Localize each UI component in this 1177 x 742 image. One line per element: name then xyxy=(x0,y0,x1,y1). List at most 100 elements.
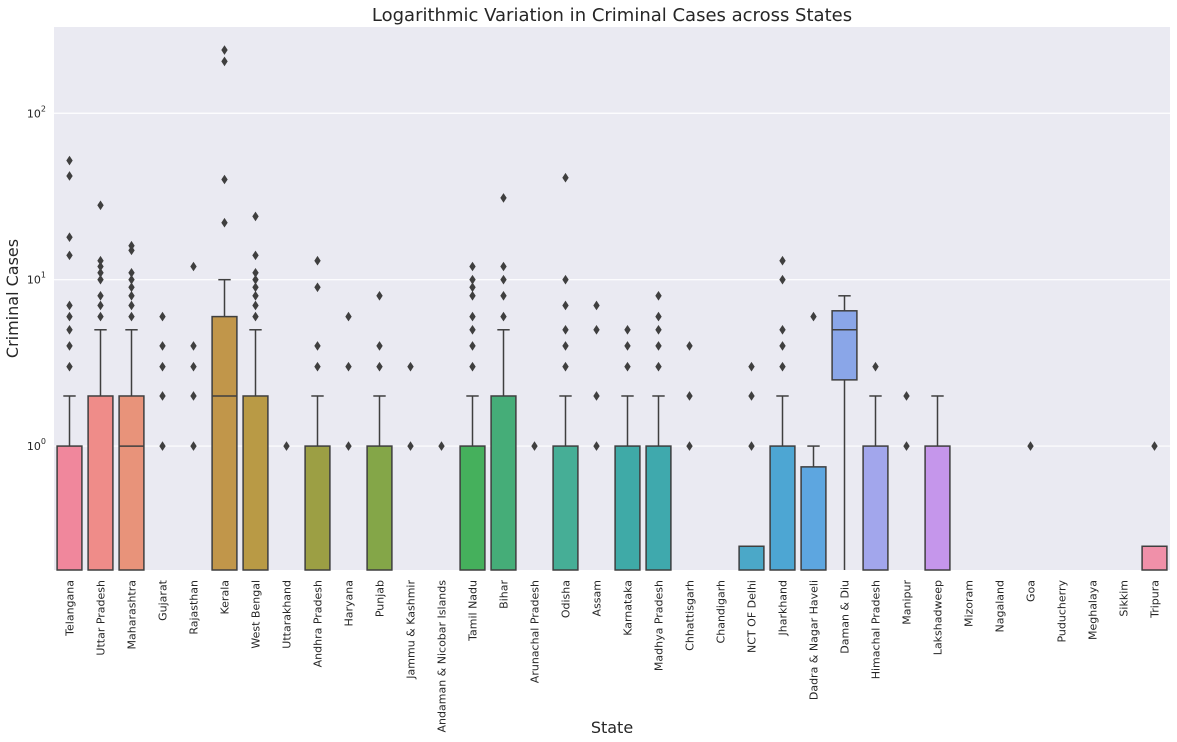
outlier-point xyxy=(314,341,321,351)
outlier-point xyxy=(624,324,631,335)
outlier-point xyxy=(345,361,352,372)
outlier-point xyxy=(655,361,662,372)
x-tick-label: Jharkhand xyxy=(777,580,790,637)
x-tick-label: Karnataka xyxy=(622,580,635,636)
outlier-point xyxy=(221,217,228,228)
iqr-box xyxy=(211,315,238,571)
box-group xyxy=(831,295,858,570)
iqr-box xyxy=(800,466,827,571)
outlier-point xyxy=(562,361,569,372)
outlier-point xyxy=(903,391,910,401)
box-group xyxy=(407,361,414,451)
outlier-point xyxy=(500,311,507,322)
outlier-point xyxy=(376,341,383,351)
iqr-box xyxy=(924,445,951,571)
x-tick-label: Sikkim xyxy=(1118,580,1131,617)
x-tick-label: Meghalaya xyxy=(1087,580,1100,640)
outlier-point xyxy=(190,391,197,401)
outlier-point xyxy=(252,274,259,285)
box-group xyxy=(438,441,445,451)
outlier-point xyxy=(1027,441,1034,451)
outlier-point xyxy=(438,441,445,451)
outlier-point xyxy=(686,441,693,451)
outlier-point xyxy=(500,291,507,301)
iqr-box xyxy=(490,395,517,571)
outlier-point xyxy=(97,300,104,311)
x-tick-label: West Bengal xyxy=(250,580,263,649)
outlier-point xyxy=(66,232,73,243)
outlier-point xyxy=(655,291,662,301)
plot-background xyxy=(54,27,1170,570)
outlier-point xyxy=(221,174,228,185)
box-group xyxy=(118,240,145,571)
outlier-point xyxy=(221,45,228,55)
outlier-point xyxy=(66,361,73,372)
outlier-point xyxy=(97,311,104,322)
box-group xyxy=(645,291,672,571)
x-tick-label: Haryana xyxy=(343,580,356,627)
outlier-point xyxy=(686,341,693,351)
box-group xyxy=(87,200,114,571)
x-tick-label: Maharashtra xyxy=(126,580,139,650)
box-group xyxy=(242,211,269,571)
box-group xyxy=(283,441,290,451)
outlier-point xyxy=(314,361,321,372)
outlier-point xyxy=(593,324,600,335)
iqr-box xyxy=(459,445,486,571)
outlier-point xyxy=(314,282,321,293)
outlier-point xyxy=(469,261,476,272)
outlier-point xyxy=(779,274,786,285)
outlier-point xyxy=(345,441,352,451)
x-tick-label: Uttar Pradesh xyxy=(95,580,108,656)
outlier-point xyxy=(469,311,476,322)
x-tick-label: Chhattisgarh xyxy=(684,580,697,651)
x-tick-label: Manipur xyxy=(901,580,914,625)
outlier-point xyxy=(655,324,662,335)
y-tick-labels: 100 101 102 xyxy=(27,104,46,453)
outlier-point xyxy=(624,341,631,351)
outlier-point xyxy=(469,274,476,285)
x-axis-label: State xyxy=(591,718,633,737)
iqr-box xyxy=(738,545,765,571)
box-group xyxy=(686,341,693,451)
outlier-point xyxy=(252,211,259,222)
box-group xyxy=(190,261,197,451)
x-tick-label: Arunachal Pradesh xyxy=(529,580,542,683)
outlier-point xyxy=(252,300,259,311)
outlier-point xyxy=(190,341,197,351)
outlier-point xyxy=(97,255,104,266)
box-group xyxy=(490,193,517,571)
x-tick-label: Assam xyxy=(591,580,604,616)
x-tick-label: Telangana xyxy=(64,580,77,637)
outlier-point xyxy=(1151,441,1158,451)
outlier-point xyxy=(128,240,135,251)
x-tick-label: Himachal Pradesh xyxy=(870,580,883,679)
x-tick-label: Mizoram xyxy=(963,580,976,627)
box-group xyxy=(56,155,83,571)
outlier-point xyxy=(655,311,662,322)
outlier-point xyxy=(190,441,197,451)
box-group xyxy=(862,361,889,571)
outlier-point xyxy=(128,282,135,293)
x-tick-label: Nagaland xyxy=(994,580,1007,632)
outlier-point xyxy=(128,311,135,322)
outlier-point xyxy=(252,267,259,278)
outlier-point xyxy=(407,441,414,451)
grid-layer xyxy=(54,112,1170,447)
y-axis-label: Criminal Cases xyxy=(3,239,22,358)
x-tick-label: Jammu & Kashmir xyxy=(405,580,418,680)
box-group xyxy=(531,441,538,451)
chart-title: Logarithmic Variation in Criminal Cases … xyxy=(372,5,852,26)
outlier-point xyxy=(872,361,879,372)
outlier-point xyxy=(128,300,135,311)
box-group xyxy=(1027,441,1034,451)
outlier-point xyxy=(779,255,786,266)
box-group xyxy=(345,311,352,451)
outlier-point xyxy=(624,361,631,372)
x-tick-label: Tamil Nadu xyxy=(467,580,480,642)
x-tick-labels: Telangana Uttar Pradesh Maharashtra Gujarat… xyxy=(64,579,1162,732)
outlier-point xyxy=(66,250,73,261)
boxes-layer xyxy=(56,45,1168,571)
outlier-point xyxy=(686,391,693,401)
